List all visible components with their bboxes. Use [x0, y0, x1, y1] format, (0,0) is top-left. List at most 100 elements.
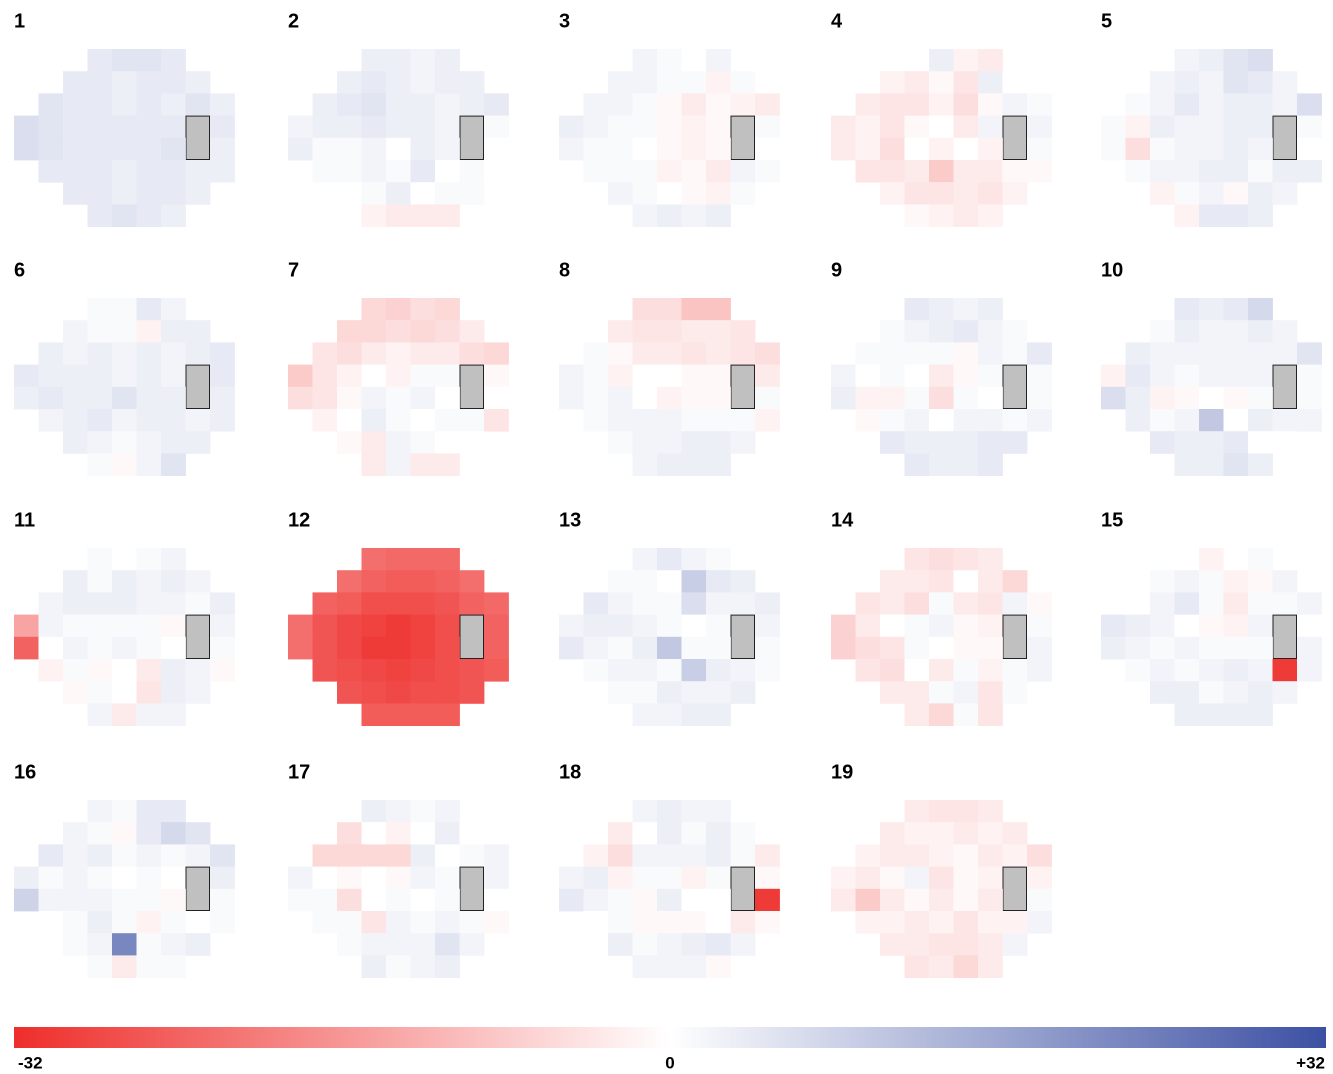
cell	[112, 409, 137, 432]
cell	[953, 659, 979, 682]
cell	[681, 659, 707, 682]
cell	[953, 955, 979, 978]
cell	[136, 592, 162, 615]
cell	[681, 160, 707, 183]
cell	[386, 182, 411, 205]
cell	[880, 364, 905, 388]
cell	[459, 822, 485, 845]
cell	[63, 115, 88, 139]
cell	[1174, 298, 1200, 321]
cell	[608, 614, 633, 638]
cell	[978, 592, 1003, 615]
cell	[1002, 822, 1028, 845]
cell	[435, 204, 460, 227]
cell	[632, 703, 658, 726]
cell	[706, 681, 731, 704]
cell	[136, 342, 162, 365]
cell	[608, 933, 633, 956]
cell	[459, 160, 485, 183]
cell	[1002, 570, 1028, 593]
cell	[855, 342, 881, 365]
cell	[583, 888, 609, 912]
cell	[210, 342, 235, 365]
cell	[312, 659, 338, 682]
cell	[1125, 409, 1151, 432]
cell	[1297, 93, 1322, 116]
cell	[559, 386, 584, 410]
blind-spot	[730, 364, 755, 410]
cell	[1199, 703, 1224, 726]
cell	[953, 115, 979, 139]
blind-spot	[1272, 115, 1297, 160]
cell	[410, 137, 436, 161]
cell	[681, 182, 707, 205]
cell	[855, 137, 881, 161]
cell	[978, 800, 1003, 823]
cell	[1174, 703, 1200, 726]
cell	[1248, 364, 1273, 388]
cell	[608, 71, 633, 94]
cell	[1248, 681, 1273, 704]
cell	[1272, 570, 1298, 593]
cell	[14, 115, 39, 139]
cell	[312, 866, 338, 890]
cell	[410, 866, 436, 890]
cell	[608, 888, 633, 912]
cell	[63, 681, 88, 704]
cell	[161, 933, 186, 956]
cell	[410, 614, 436, 638]
cell	[63, 659, 88, 682]
cell	[1199, 386, 1224, 410]
cell	[978, 160, 1003, 183]
cell	[63, 137, 88, 161]
cell	[755, 137, 780, 161]
cell	[1223, 93, 1249, 116]
cell	[386, 592, 411, 615]
cell	[1248, 409, 1273, 432]
cell	[161, 182, 186, 205]
cell	[632, 933, 658, 956]
cell	[361, 182, 387, 205]
cell	[1297, 614, 1322, 638]
cell	[136, 933, 162, 956]
cell	[161, 115, 186, 139]
cell	[706, 453, 731, 476]
cell	[435, 182, 460, 205]
cell	[185, 681, 211, 704]
cell	[1125, 636, 1151, 660]
cell	[929, 681, 954, 704]
cell	[730, 592, 756, 615]
cell	[410, 659, 436, 682]
cell	[880, 636, 905, 660]
cell	[657, 888, 682, 912]
cell	[1002, 431, 1028, 454]
cell	[681, 204, 707, 227]
cell	[978, 844, 1003, 867]
cell	[38, 137, 64, 161]
cell	[608, 431, 633, 454]
cell	[1272, 93, 1298, 116]
cell	[880, 911, 905, 934]
cell	[681, 409, 707, 432]
cell	[706, 320, 731, 343]
cell	[1297, 342, 1322, 365]
cell	[161, 548, 186, 571]
cell	[112, 614, 137, 638]
cell	[312, 592, 338, 615]
cell	[657, 570, 682, 593]
cell	[583, 93, 609, 116]
cell	[161, 453, 186, 476]
cell	[112, 955, 137, 978]
cell	[87, 866, 113, 890]
cell	[435, 431, 460, 454]
cell	[459, 681, 485, 704]
cell	[410, 703, 436, 726]
field-map	[14, 800, 235, 978]
cell	[929, 570, 954, 593]
cell	[1297, 659, 1322, 682]
cell	[929, 911, 954, 934]
cell	[337, 364, 362, 388]
cell	[484, 409, 509, 432]
cell	[361, 703, 387, 726]
cell	[1101, 386, 1126, 410]
